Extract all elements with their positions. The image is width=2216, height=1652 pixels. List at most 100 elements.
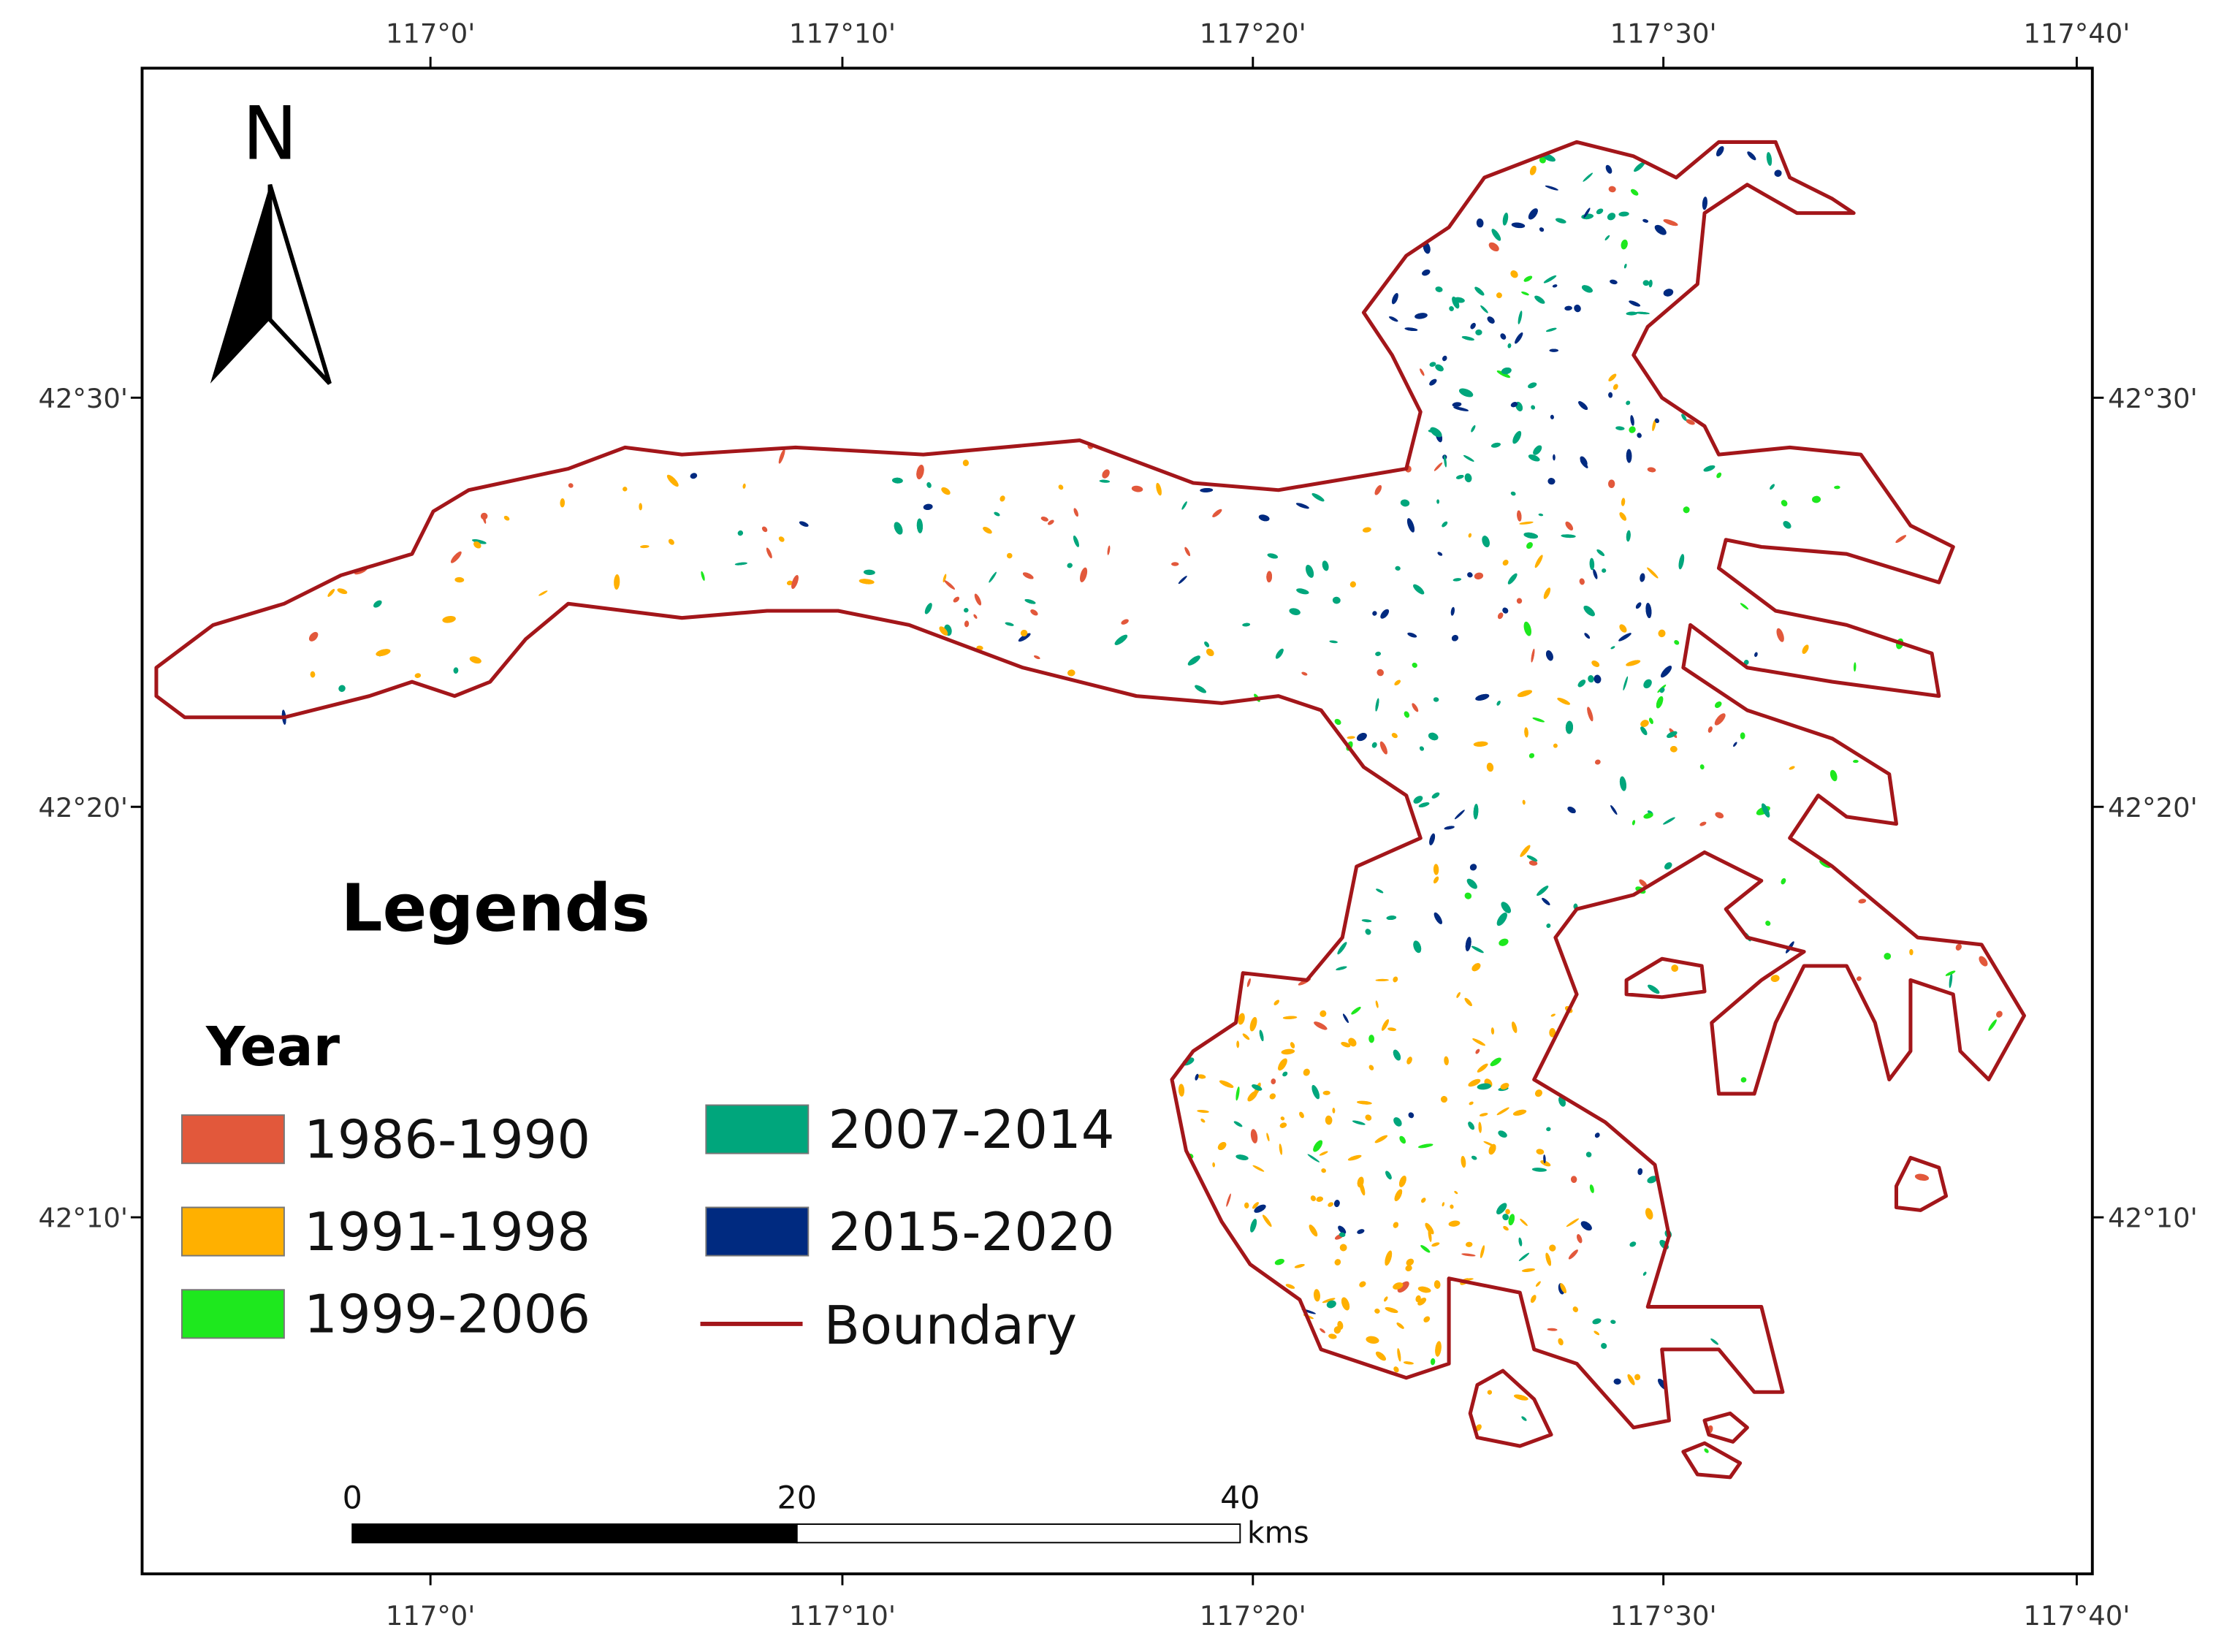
change-patch (1531, 1168, 1547, 1172)
lon-label-bottom: 117°0' (386, 1600, 476, 1632)
change-patch (1553, 743, 1558, 748)
change-patch (1594, 1331, 1600, 1336)
change-patch (1884, 953, 1892, 960)
change-patch (1608, 392, 1613, 398)
change-patch (1393, 1282, 1404, 1290)
change-patch (1552, 284, 1558, 288)
change-patch (1322, 560, 1329, 571)
change-patch (1496, 1203, 1507, 1215)
change-patch (974, 593, 982, 606)
change-patch (1235, 1086, 1240, 1101)
change-patch (1642, 1271, 1647, 1276)
change-patch (1473, 804, 1479, 820)
change-patch (1379, 741, 1387, 755)
change-patch (1802, 644, 1809, 654)
change-patch (1375, 1000, 1379, 1008)
change-patch (1430, 427, 1442, 438)
change-patch (1273, 1000, 1280, 1005)
change-patch (1545, 1252, 1551, 1266)
change-patch (1374, 1135, 1388, 1143)
change-patch (1604, 235, 1610, 241)
legend-subtitle: Year (205, 1016, 340, 1078)
change-patch (1433, 864, 1439, 875)
change-patch (1320, 1328, 1325, 1333)
change-patch (1627, 1374, 1635, 1385)
change-patch (1267, 553, 1279, 559)
change-patch (560, 498, 566, 508)
change-patch (1449, 305, 1454, 311)
change-patch (1282, 1071, 1288, 1077)
change-patch (473, 541, 481, 549)
change-patch (1543, 275, 1557, 283)
change-patch (1467, 572, 1473, 578)
lon-label-top: 117°0' (386, 18, 476, 49)
change-patch (1623, 263, 1627, 269)
change-patch (1423, 1316, 1431, 1322)
change-patch (1508, 1214, 1515, 1226)
change-patch (1341, 1297, 1350, 1311)
change-patch (1663, 817, 1675, 825)
change-patch (1715, 701, 1722, 708)
change-patch (1254, 1204, 1266, 1213)
change-patch (337, 588, 348, 595)
change-patch (1500, 333, 1507, 340)
scale-label: 20 (777, 1480, 817, 1517)
lat-label-left: 42°10' (38, 1203, 128, 1234)
scale-bar-dark (351, 1523, 798, 1544)
change-patch (1526, 855, 1538, 861)
change-patch (1478, 1122, 1482, 1133)
change-patch (1715, 812, 1724, 818)
change-patch (1475, 693, 1490, 701)
change-patch (1528, 454, 1540, 462)
change-patch (1480, 1245, 1485, 1259)
change-patch (1507, 343, 1512, 349)
change-patch (1510, 402, 1518, 408)
change-patch (568, 483, 574, 488)
change-patch (1339, 1244, 1347, 1252)
change-patch (1610, 805, 1618, 815)
change-patch (1252, 1202, 1259, 1209)
change-patch (892, 477, 903, 484)
change-patch (1275, 648, 1284, 659)
change-patch (1444, 1056, 1449, 1066)
change-patch (1789, 766, 1795, 770)
legend-swatch (705, 1206, 810, 1257)
change-patch (1512, 430, 1522, 444)
change-patch (1322, 1298, 1336, 1303)
change-patch (1740, 1077, 1747, 1083)
legend-label: 2007-2014 (829, 1099, 1115, 1160)
change-patch (1486, 762, 1494, 772)
legend-label: 1999-2006 (304, 1284, 590, 1345)
change-patch (1466, 878, 1477, 889)
change-patch (1602, 568, 1607, 573)
change-patch (1429, 362, 1436, 367)
legend-swatch (180, 1289, 285, 1339)
scale-label: 40 (1220, 1480, 1260, 1517)
change-patch (1774, 170, 1782, 177)
change-patch (1454, 1190, 1458, 1195)
change-patch (1357, 1100, 1372, 1105)
change-patch (1858, 899, 1867, 904)
change-patch (1238, 1013, 1245, 1025)
change-patch (1475, 329, 1482, 336)
change-patch (1468, 1078, 1481, 1087)
change-patch (668, 538, 674, 545)
change-patch (1018, 633, 1031, 642)
change-patch (1664, 862, 1672, 870)
change-patch (1629, 300, 1641, 307)
change-patch (1385, 1171, 1392, 1180)
change-patch (1464, 997, 1472, 1007)
change-patch (1490, 1057, 1501, 1067)
change-patch (1497, 612, 1504, 620)
change-patch (1474, 286, 1485, 296)
change-patch (1610, 279, 1618, 285)
lon-label-bottom: 117°10' (789, 1600, 896, 1632)
change-patch (994, 511, 1000, 517)
change-patch (1619, 776, 1626, 791)
change-patch (1266, 571, 1273, 583)
change-patch (1526, 541, 1533, 549)
change-patch (1236, 1040, 1240, 1048)
change-patch (1502, 607, 1509, 614)
change-patch (503, 516, 510, 521)
